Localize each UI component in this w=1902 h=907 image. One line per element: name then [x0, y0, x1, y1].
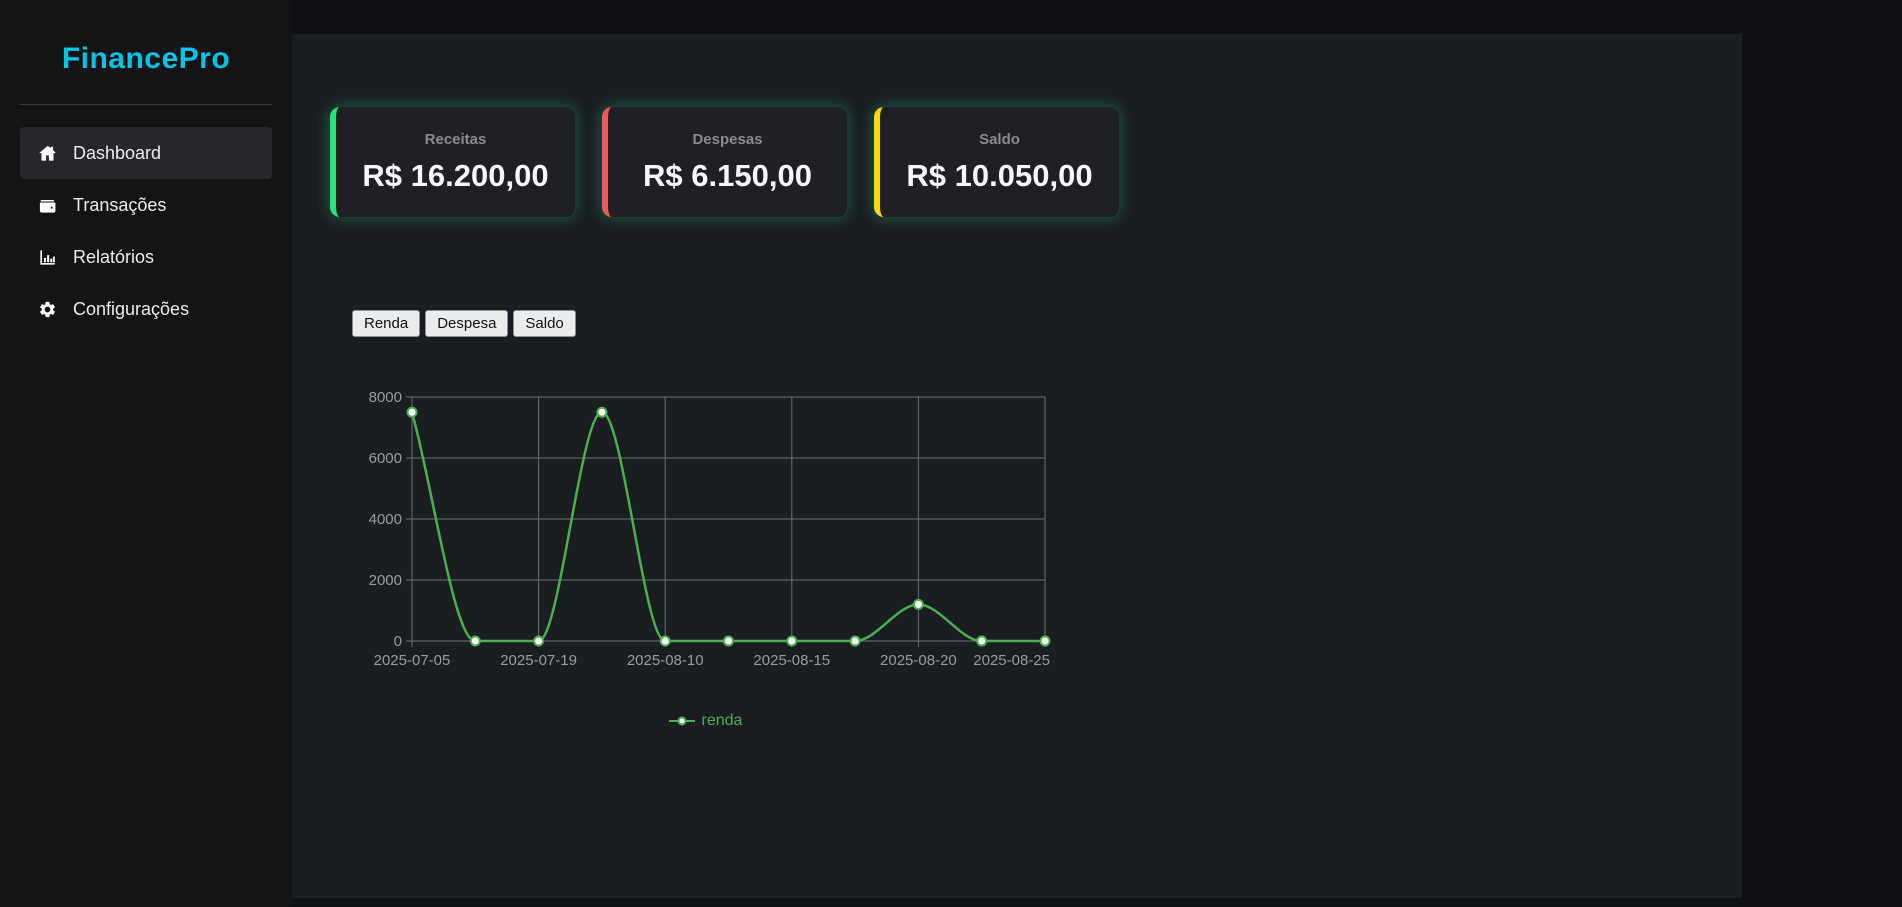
- line-chart-svg: 0 2000 4000 6000 8000 2025-07-05 2025-07-19 202…: [369, 389, 1051, 669]
- series-buttons: Renda Despesa Saldo: [352, 310, 576, 337]
- chart-legend: renda: [350, 712, 1060, 730]
- sidebar-item-configuracoes[interactable]: Configurações: [20, 283, 272, 335]
- card-value: R$ 16.200,00: [362, 157, 549, 193]
- sidebar-item-relatorios[interactable]: Relatórios: [20, 231, 272, 283]
- card-value: R$ 6.150,00: [643, 157, 812, 193]
- svg-text:0: 0: [394, 633, 402, 650]
- card-value: R$ 10.050,00: [906, 157, 1093, 193]
- sidebar-menu: Dashboard Transações Relatórios Configuraçõ…: [0, 127, 292, 335]
- card-saldo: Saldo R$ 10.050,00: [874, 107, 1119, 217]
- line-chart: 0 2000 4000 6000 8000 2025-07-05 2025-07-19 202…: [350, 374, 1060, 674]
- legend-label: renda: [701, 712, 743, 729]
- sidebar: FinancePro Dashboard Transações Relatórios…: [0, 0, 292, 907]
- app-logo: FinancePro: [61, 42, 231, 75]
- sidebar-item-label: Dashboard: [73, 142, 162, 163]
- series-button-renda[interactable]: Renda: [352, 310, 421, 337]
- wallet-icon: [38, 196, 57, 215]
- card-despesas: Despesas R$ 6.150,00: [602, 107, 847, 217]
- summary-cards: Receitas R$ 16.200,00 Despesas R$ 6.150,00 S…: [330, 107, 1119, 217]
- series-button-despesa[interactable]: Despesa: [425, 310, 509, 337]
- svg-text:2025-08-25: 2025-08-25: [973, 652, 1050, 669]
- main-panel: Receitas R$ 16.200,00 Despesas R$ 6.150,00 S…: [292, 34, 1742, 898]
- sidebar-divider: [20, 104, 272, 105]
- svg-text:6000: 6000: [369, 450, 402, 467]
- svg-text:4000: 4000: [369, 511, 402, 528]
- sidebar-item-label: Transações: [73, 194, 167, 215]
- gear-icon: [38, 300, 57, 319]
- sidebar-item-dashboard[interactable]: Dashboard: [20, 127, 272, 179]
- sidebar-item-transacoes[interactable]: Transações: [20, 179, 272, 231]
- svg-text:2025-07-05: 2025-07-05: [374, 652, 451, 669]
- svg-text:2000: 2000: [369, 572, 402, 589]
- svg-text:2025-08-20: 2025-08-20: [880, 652, 957, 669]
- svg-text:2025-08-10: 2025-08-10: [627, 652, 704, 669]
- card-label: Receitas: [424, 130, 487, 148]
- svg-text:2025-07-19: 2025-07-19: [500, 652, 577, 669]
- card-label: Saldo: [979, 130, 1020, 148]
- card-label: Despesas: [692, 130, 763, 148]
- svg-text:8000: 8000: [369, 389, 402, 406]
- series-button-saldo[interactable]: Saldo: [513, 310, 576, 337]
- legend-line-icon: [668, 716, 695, 726]
- card-receitas: Receitas R$ 16.200,00: [330, 107, 575, 217]
- svg-text:2025-08-15: 2025-08-15: [753, 652, 830, 669]
- sidebar-item-label: Configurações: [73, 298, 190, 319]
- bar-chart-icon: [38, 248, 57, 267]
- home-icon: [38, 144, 57, 163]
- sidebar-item-label: Relatórios: [73, 246, 155, 267]
